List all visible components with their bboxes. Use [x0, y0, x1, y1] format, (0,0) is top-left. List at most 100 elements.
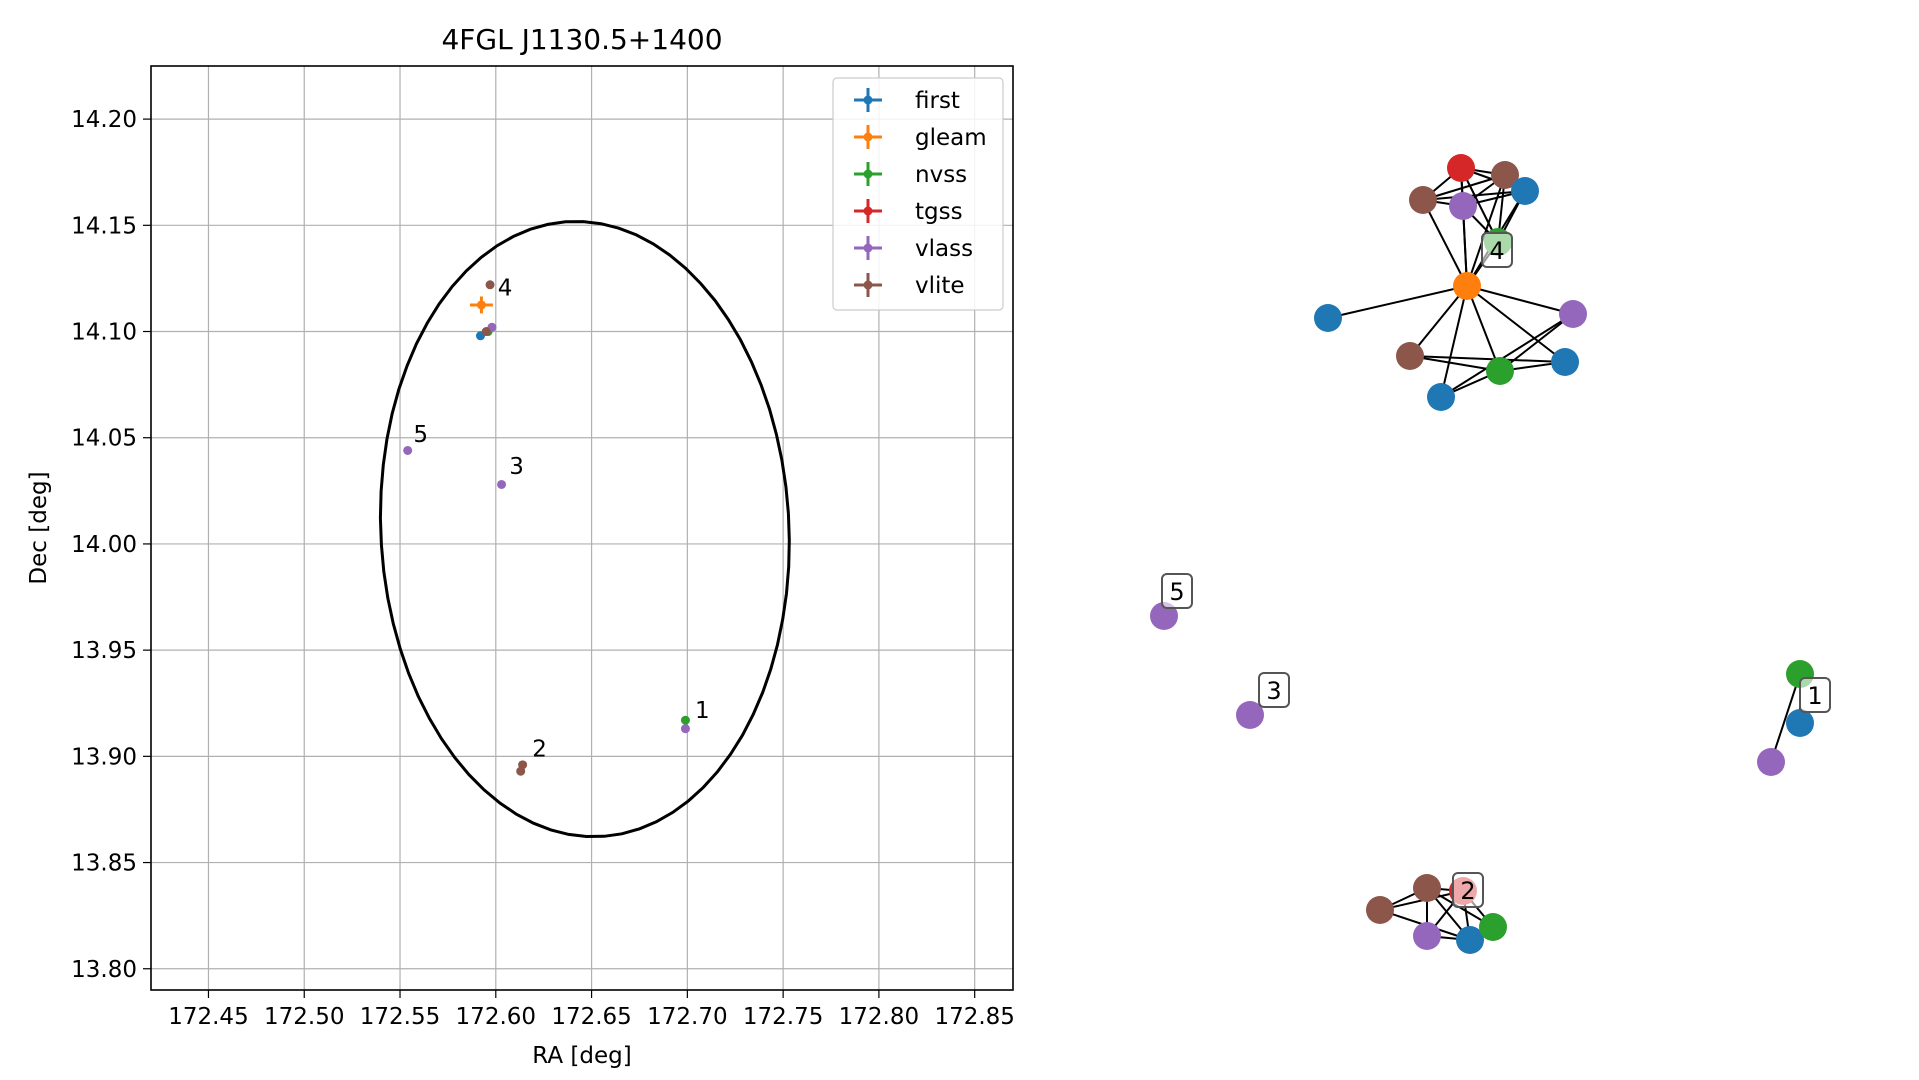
- annotation-label: 3: [509, 454, 524, 480]
- x-axis-label: RA [deg]: [532, 1043, 631, 1069]
- x-tick-label: 172.75: [743, 1004, 823, 1030]
- network-edge: [1770, 673, 1801, 763]
- nvss-point: [680, 715, 690, 725]
- network-group: 5: [1150, 573, 1193, 630]
- network-node: [1314, 304, 1342, 332]
- network-edge: [1409, 355, 1566, 363]
- annotation-label: 5: [413, 422, 428, 448]
- network-node: [1491, 161, 1519, 189]
- vlite-point: [481, 327, 491, 337]
- annotation-label: 2: [532, 736, 547, 762]
- plot-frame: [150, 65, 1014, 991]
- network-label-box: [1258, 672, 1290, 708]
- network-node: [1449, 192, 1477, 220]
- network-label: 5: [1169, 578, 1184, 606]
- annotation-label: 1: [695, 698, 710, 724]
- vlass-point: [403, 445, 413, 455]
- network-label: 1: [1807, 682, 1822, 710]
- x-axis-ticks: 172.45 172.50 172.55 172.60 172.65 172.70 172.…: [168, 990, 1015, 1030]
- network-node: [1559, 300, 1587, 328]
- network-node: [1236, 701, 1264, 729]
- network-node: [1453, 272, 1481, 300]
- network-edge: [1422, 190, 1526, 201]
- y-axis-label: Dec [deg]: [26, 471, 52, 584]
- network-group: 3: [1236, 672, 1290, 729]
- network-edge: [1327, 285, 1468, 319]
- network-edge: [1466, 285, 1501, 372]
- ellipse-outline: [378, 220, 791, 839]
- legend-label: gleam: [915, 125, 987, 151]
- network-node: [1551, 348, 1579, 376]
- network-edge: [1409, 285, 1468, 357]
- y-axis-ticks: 13.80 13.85 13.90 13.95 14.00 14.05 14.10 14.15…: [71, 107, 151, 983]
- network-node: [1786, 709, 1814, 737]
- network-edge: [1499, 313, 1574, 372]
- nvss-legend-marker: [863, 169, 873, 179]
- vlass-legend-marker: [863, 243, 873, 253]
- network-edge: [1466, 285, 1566, 363]
- first-legend-marker: [863, 95, 873, 105]
- vlass-point: [497, 479, 507, 489]
- network-node: [1366, 896, 1394, 924]
- y-tick-label: 13.95: [71, 638, 137, 664]
- legend-label: vlass: [915, 236, 973, 262]
- tgss-legend-marker: [863, 206, 873, 216]
- y-tick-label: 14.00: [71, 532, 137, 558]
- network-node: [1413, 922, 1441, 950]
- x-tick-label: 172.65: [551, 1004, 631, 1030]
- network-edge: [1466, 285, 1574, 315]
- data-points: [403, 280, 690, 776]
- gleam-legend-marker: [863, 132, 873, 142]
- x-tick-label: 172.55: [360, 1004, 440, 1030]
- network-node: [1757, 748, 1785, 776]
- network-node: [1479, 913, 1507, 941]
- x-tick-label: 172.60: [456, 1004, 536, 1030]
- network-node: [1413, 874, 1441, 902]
- vlite-point: [485, 280, 495, 290]
- y-tick-label: 13.80: [71, 957, 137, 983]
- network-label: 3: [1266, 677, 1281, 705]
- network-label-box: [1452, 872, 1484, 908]
- network-node: [1511, 177, 1539, 205]
- y-tick-label: 13.90: [71, 744, 137, 770]
- y-tick-label: 14.20: [71, 107, 137, 133]
- network-label: 2: [1460, 877, 1475, 905]
- gleam-point: [476, 300, 486, 310]
- x-tick-label: 172.45: [168, 1004, 248, 1030]
- legend-label: tgss: [915, 199, 963, 225]
- network-edge: [1440, 313, 1574, 398]
- vlite-point: [516, 766, 526, 776]
- legend-label: first: [915, 88, 960, 114]
- annotation-label: 4: [498, 275, 513, 301]
- network-group: 2: [1366, 872, 1507, 954]
- vlite-legend-marker: [863, 280, 873, 290]
- network-node: [1456, 926, 1484, 954]
- x-tick-label: 172.50: [264, 1004, 344, 1030]
- y-tick-label: 14.10: [71, 320, 137, 346]
- grid: [151, 66, 1013, 990]
- error-ellipse: [378, 220, 791, 839]
- x-tick-label: 172.70: [647, 1004, 727, 1030]
- network-label-box: [1481, 232, 1513, 268]
- network-edge: [1422, 174, 1506, 201]
- network-label-box: [1799, 677, 1831, 713]
- network-graph: 4 5 3 1 2: [1150, 154, 1831, 954]
- network-node: [1447, 154, 1475, 182]
- legend: first gleam nvss tgss vlass vlite: [832, 77, 1004, 311]
- network-edge: [1422, 199, 1468, 287]
- network-label-box: [1161, 573, 1193, 609]
- y-tick-label: 13.85: [71, 851, 137, 877]
- network-node: [1396, 342, 1424, 370]
- x-tick-label: 172.80: [839, 1004, 919, 1030]
- legend-label: nvss: [915, 162, 967, 188]
- x-tick-label: 172.85: [934, 1004, 1014, 1030]
- network-node: [1409, 186, 1437, 214]
- y-tick-label: 14.15: [71, 213, 137, 239]
- vlass-point: [680, 724, 690, 734]
- network-edge: [1440, 285, 1468, 398]
- network-group: 1: [1757, 660, 1831, 776]
- y-tick-label: 14.05: [71, 426, 137, 452]
- annotations: 4 5 3 1 2: [413, 275, 709, 762]
